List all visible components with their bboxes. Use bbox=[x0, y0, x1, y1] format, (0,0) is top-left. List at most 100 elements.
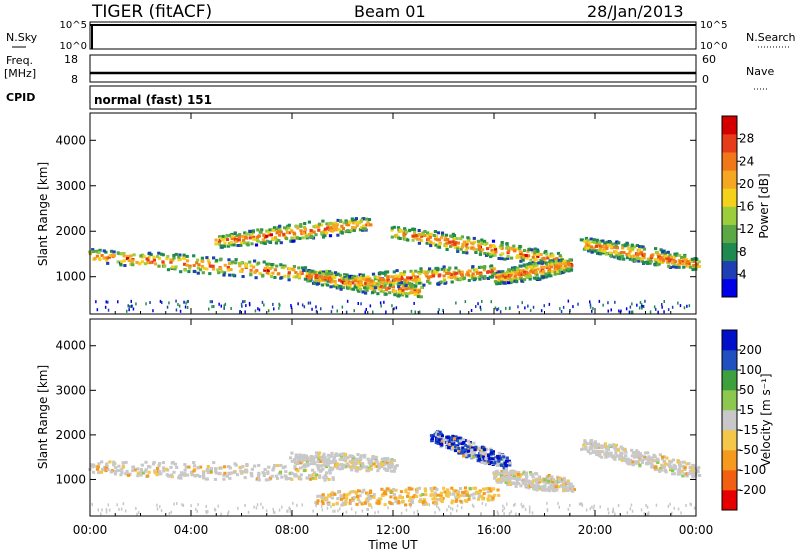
power-echo-cell bbox=[584, 236, 589, 240]
velocity-echo-cell bbox=[595, 449, 600, 453]
power-colorbar-tick-label: 24 bbox=[739, 154, 754, 168]
power-echo-cell bbox=[600, 244, 604, 248]
power-echo-cell bbox=[491, 239, 496, 243]
velocity-noise-cell bbox=[101, 508, 103, 512]
velocity-echo-cell bbox=[505, 456, 509, 460]
velocity-echo-cell bbox=[551, 485, 555, 489]
power-echo-cell bbox=[125, 257, 130, 261]
velocity-echo-cell bbox=[219, 466, 223, 470]
velocity-echo-cell bbox=[198, 475, 202, 478]
velocity-echo-cell bbox=[691, 469, 695, 473]
power-echo-cell bbox=[185, 254, 189, 258]
power-echo-cell bbox=[479, 250, 483, 254]
power-echo-cell bbox=[317, 228, 321, 232]
power-echo-cell bbox=[321, 277, 325, 281]
velocity-echo-cell bbox=[335, 501, 339, 505]
power-echo-cell bbox=[105, 258, 109, 262]
power-noise-cell bbox=[330, 310, 333, 314]
velocity-echo-cell bbox=[192, 464, 197, 468]
velocity-echo-cell bbox=[466, 439, 470, 443]
power-echo-cell bbox=[533, 250, 537, 254]
velocity-echo-cell bbox=[614, 443, 618, 447]
velocity-xtick-label: 00:00 bbox=[73, 523, 108, 537]
power-echo-cell bbox=[329, 278, 333, 282]
velocity-echo-cell bbox=[633, 454, 637, 458]
power-echo-cell bbox=[400, 277, 404, 281]
velocity-echo-cell bbox=[377, 463, 381, 467]
power-echo-cell bbox=[420, 239, 424, 243]
velocity-echo-cell bbox=[361, 462, 365, 466]
velocity-echo-cell bbox=[477, 454, 481, 458]
power-echo-cell bbox=[138, 261, 142, 265]
velocity-noise-cell bbox=[521, 505, 524, 509]
velocity-echo-cell bbox=[475, 447, 479, 451]
power-noise-cell bbox=[127, 304, 129, 308]
power-noise-cell bbox=[496, 308, 498, 312]
power-echo-cell bbox=[271, 237, 275, 241]
power-echo-cell bbox=[601, 239, 605, 243]
velocity-echo-cell bbox=[524, 477, 528, 481]
power-echo-cell bbox=[162, 262, 166, 266]
power-echo-cell bbox=[379, 284, 383, 288]
power-echo-cell bbox=[476, 248, 480, 252]
velocity-echo-cell bbox=[189, 470, 193, 474]
velocity-echo-cell bbox=[234, 463, 238, 467]
power-echo-cell bbox=[409, 269, 413, 273]
velocity-noise-cell bbox=[330, 505, 332, 509]
power-noise-cell bbox=[589, 305, 592, 309]
velocity-echo-cell bbox=[494, 458, 498, 462]
velocity-echo-cell bbox=[222, 477, 226, 481]
velocity-echo-cell bbox=[509, 483, 513, 486]
power-echo-cell bbox=[642, 261, 646, 265]
velocity-echo-cell bbox=[620, 447, 625, 450]
power-echo-cell bbox=[611, 242, 615, 246]
power-echo-cell bbox=[265, 234, 269, 238]
power-echo-cell bbox=[677, 262, 681, 266]
velocity-noise-cell bbox=[339, 507, 341, 511]
velocity-echo-cell bbox=[669, 467, 673, 470]
velocity-echo-cell bbox=[312, 476, 316, 480]
power-echo-cell bbox=[249, 273, 253, 277]
velocity-echo-cell bbox=[320, 456, 324, 460]
power-echo-cell bbox=[285, 230, 289, 234]
power-noise-cell bbox=[307, 301, 310, 305]
power-echo-cell bbox=[120, 260, 124, 264]
power-echo-cell bbox=[398, 277, 402, 281]
velocity-echo-cell bbox=[418, 500, 422, 503]
power-echo-cell bbox=[161, 253, 165, 257]
velocity-echo-cell bbox=[298, 453, 302, 457]
power-echo-cell bbox=[326, 272, 330, 276]
power-echo-cell bbox=[492, 267, 496, 271]
power-echo-cell bbox=[432, 234, 436, 237]
velocity-echo-cell bbox=[436, 498, 440, 501]
power-noise-cell bbox=[577, 302, 579, 306]
velocity-echo-cell bbox=[300, 459, 304, 463]
power-echo-cell bbox=[225, 238, 230, 242]
power-echo-cell bbox=[555, 257, 559, 261]
power-echo-cell bbox=[511, 280, 515, 284]
power-echo-cell bbox=[382, 271, 386, 275]
velocity-echo-cell bbox=[204, 477, 208, 481]
power-echo-cell bbox=[257, 261, 261, 265]
power-echo-cell bbox=[493, 253, 497, 257]
power-echo-cell bbox=[429, 232, 433, 236]
velocity-echo-cell bbox=[482, 487, 486, 491]
velocity-echo-cell bbox=[486, 490, 490, 494]
velocity-echo-cell bbox=[323, 456, 327, 460]
velocity-echo-cell bbox=[461, 490, 465, 494]
power-colorbar-tick-label: 16 bbox=[739, 200, 754, 214]
power-echo-cell bbox=[326, 279, 330, 283]
power-echo-cell bbox=[341, 227, 345, 230]
velocity-echo-cell bbox=[214, 467, 218, 471]
power-echo-cell bbox=[677, 265, 681, 269]
power-echo-cell bbox=[214, 242, 218, 246]
power-echo-cell bbox=[563, 264, 567, 268]
power-echo-cell bbox=[411, 271, 415, 275]
velocity-echo-cell bbox=[473, 447, 477, 451]
velocity-echo-cell bbox=[250, 474, 254, 478]
velocity-echo-cell bbox=[593, 446, 598, 450]
power-echo-cell bbox=[453, 242, 457, 246]
power-echo-cell bbox=[174, 265, 178, 269]
power-echo-cell bbox=[320, 231, 324, 235]
